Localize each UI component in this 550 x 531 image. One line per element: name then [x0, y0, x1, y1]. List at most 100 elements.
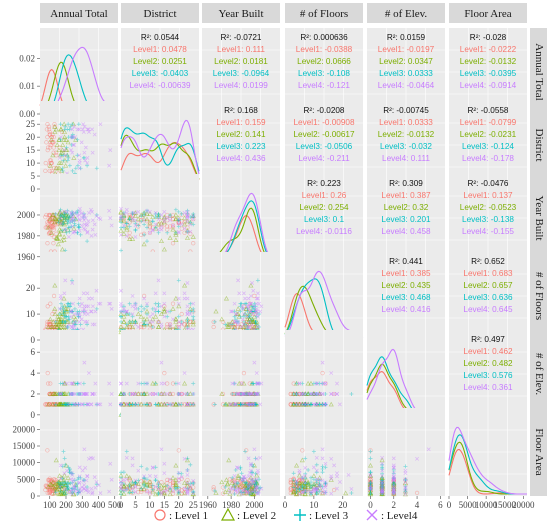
data-point: [77, 309, 82, 314]
data-point: [139, 322, 144, 327]
data-point: [255, 291, 260, 296]
data-point: [78, 322, 83, 327]
data-point: [119, 301, 123, 306]
data-point: [130, 218, 135, 223]
data-point: [124, 226, 130, 232]
data-point: [239, 391, 244, 397]
data-point: [75, 163, 80, 168]
data-point: [127, 321, 133, 327]
data-point: [136, 325, 141, 330]
panel-of-elev-vs-district: [118, 330, 199, 418]
data-point: [93, 232, 98, 237]
data-point: [187, 306, 193, 311]
data-point: [44, 140, 49, 145]
data-point: [89, 309, 94, 314]
data-point: [47, 212, 52, 218]
data-point: [118, 391, 124, 396]
data-point: [136, 381, 141, 386]
data-point: [130, 314, 135, 319]
data-point: [82, 150, 87, 155]
data-point: [48, 324, 54, 330]
column-header-district: District: [144, 8, 177, 20]
data-point: [185, 402, 190, 407]
data-point: [184, 235, 191, 240]
data-point: [119, 217, 123, 222]
data-point: [244, 391, 249, 397]
data-point: [136, 223, 141, 228]
data-point: [57, 217, 63, 223]
data-point: [69, 217, 74, 222]
data-point: [82, 306, 87, 311]
data-point: [52, 215, 58, 221]
data-point: [118, 391, 124, 396]
data-point: [182, 210, 187, 215]
data-point: [50, 212, 56, 217]
data-point: [54, 402, 59, 407]
data-point: [232, 402, 237, 407]
data-point: [142, 322, 147, 327]
data-point: [245, 306, 250, 311]
data-point: [71, 380, 77, 386]
data-point: [70, 211, 75, 216]
data-point: [145, 208, 149, 213]
y-tick-label: 20000: [13, 424, 36, 434]
data-point: [162, 222, 167, 227]
data-point: [251, 312, 256, 317]
data-point: [156, 402, 161, 407]
y-tick-label: 4: [31, 368, 36, 378]
data-point: [141, 391, 147, 396]
data-point: [150, 319, 155, 324]
x-tick-label: 20000: [512, 500, 535, 510]
data-point: [159, 304, 164, 309]
data-point: [153, 215, 158, 220]
data-point: [66, 322, 71, 327]
data-point: [75, 312, 80, 317]
data-point: [94, 288, 99, 293]
data-point: [173, 212, 179, 217]
data-point: [47, 322, 52, 327]
data-point: [170, 217, 176, 222]
data-point: [73, 135, 78, 140]
data-point: [70, 278, 75, 283]
data-point: [179, 402, 184, 407]
data-point: [76, 224, 81, 229]
data-point: [176, 220, 181, 225]
data-point: [63, 278, 68, 283]
data-point: [47, 158, 53, 163]
data-point: [247, 309, 252, 314]
data-point: [107, 163, 112, 168]
data-point: [65, 325, 70, 330]
data-point: [179, 211, 184, 216]
data-point: [185, 402, 190, 407]
data-point: [182, 291, 187, 296]
data-point: [190, 213, 196, 218]
data-point: [58, 293, 63, 298]
data-point: [130, 319, 135, 324]
data-point: [231, 324, 236, 330]
data-point: [132, 391, 139, 396]
data-point: [176, 325, 181, 330]
data-point: [45, 319, 50, 325]
data-point: [63, 391, 69, 396]
data-point: [73, 319, 78, 324]
density-curve-level4: [120, 119, 200, 175]
data-point: [58, 381, 63, 386]
data-point: [58, 306, 63, 311]
data-point: [165, 324, 170, 330]
data-point: [78, 391, 83, 396]
data-point: [257, 325, 262, 330]
legend-item-level-3: : Level 3: [294, 509, 349, 522]
panel-floor-area-vs-district: [118, 408, 199, 497]
data-point: [130, 391, 135, 396]
data-point: [90, 150, 95, 155]
y-tick-label: 20: [26, 283, 36, 293]
data-point: [246, 296, 251, 301]
data-point: [52, 129, 58, 134]
data-point: [139, 232, 144, 237]
data-point: [77, 166, 82, 171]
data-point: [173, 401, 179, 407]
data-point: [73, 401, 79, 407]
data-point: [56, 214, 62, 220]
data-point: [129, 401, 136, 407]
panel-of-floors-vs-district: [118, 252, 199, 340]
